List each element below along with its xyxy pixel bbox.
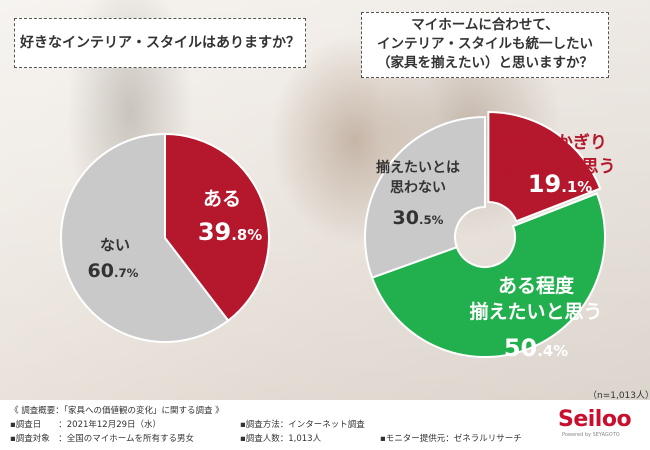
pie2-label-2-line-2: 思わない — [390, 180, 446, 196]
seiloo-logo: Seiloo — [558, 407, 632, 432]
survey-title: 《 調査概要：「家具への価値観の変化」に関する調査 》 — [10, 406, 224, 416]
pie2-label-2-line-1: 揃えたいとは — [376, 159, 460, 176]
question-2-line-1: マイホームに合わせて、 — [411, 17, 559, 33]
survey-target: ▪調査対象 ：全国のマイホームを所有する男女 — [10, 434, 195, 444]
question-2-box: マイホームに合わせて、 インテリア・スタイルも統一したい （家具を揃えたい）と思… — [361, 12, 609, 78]
pie2-label-1-line-1: ある程度 — [498, 274, 575, 297]
pie2-slice-1 — [370, 192, 606, 358]
pie2-value-1: 50.4% — [504, 334, 568, 362]
pie2-slice-2 — [364, 115, 486, 279]
pie1-value-0: 39.8% — [198, 218, 262, 246]
survey-method: ▪調査方法：インターネット調査 — [240, 420, 365, 430]
pie-charts: ある39.8%ない60.7%できるかぎり揃えたいと思う19.1%ある程度揃えたい… — [60, 111, 616, 362]
footer — [0, 400, 650, 450]
seiloo-logo-sub: Powered by SEYAGOTO — [562, 432, 620, 438]
pie2-label-0-line-1: できるかぎり — [505, 132, 607, 153]
question-1-box: 好きなインテリア・スタイルはありますか？ — [14, 18, 306, 68]
pie1-value-1: 60.7% — [88, 260, 139, 282]
pie2-slice-0 — [487, 111, 602, 223]
pie1-slice-1 — [60, 132, 230, 343]
pie2-value-2: 30.5% — [393, 207, 444, 229]
survey-date: ▪調査日 ：2021年12月29日（水） — [10, 420, 162, 430]
question-1-text: 好きなインテリア・スタイルはありますか？ — [20, 35, 300, 51]
question-2-line-2: インテリア・スタイルも統一したい — [377, 36, 593, 52]
question-2-line-3: （家具を揃えたい）と思いますか？ — [377, 55, 593, 71]
pie1-slice-0 — [164, 132, 270, 322]
pie1-label-1: ない — [100, 236, 130, 254]
pie1-label-0: ある — [203, 188, 241, 210]
survey-count: ▪調査人数：1,013人 — [240, 434, 322, 444]
pie2-value-0: 19.1% — [528, 170, 592, 198]
survey-provider: ▪モニター提供元：ゼネラルリサーチ — [380, 434, 522, 444]
sample-size-label: （n=1,013人） — [588, 391, 650, 401]
pie2-label-0-line-2: 揃えたいと思う — [497, 156, 616, 177]
pie2-label-1-line-2: 揃えたいと思う — [469, 300, 602, 323]
